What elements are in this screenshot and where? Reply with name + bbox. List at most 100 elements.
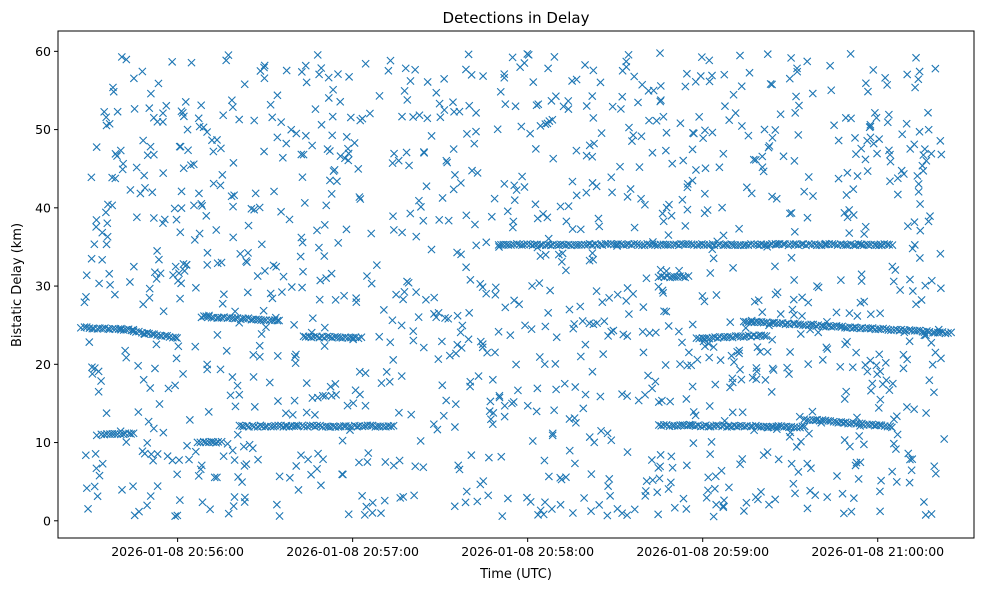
data-point xyxy=(190,235,199,244)
data-point xyxy=(656,81,665,90)
data-point xyxy=(144,417,153,426)
data-point xyxy=(110,290,119,299)
data-point xyxy=(291,350,300,359)
data-point xyxy=(102,240,111,249)
data-point xyxy=(138,67,147,76)
data-point xyxy=(362,272,371,281)
data-point xyxy=(618,92,627,101)
data-point xyxy=(683,179,692,188)
data-point xyxy=(920,145,929,154)
data-point xyxy=(852,458,861,467)
data-point xyxy=(181,97,190,106)
data-point xyxy=(503,207,512,216)
data-point xyxy=(368,498,377,507)
data-point xyxy=(736,460,745,469)
data-point xyxy=(198,498,207,507)
data-point xyxy=(467,70,476,79)
data-point xyxy=(398,112,406,121)
data-point xyxy=(931,64,940,73)
data-point xyxy=(146,384,155,393)
data-point xyxy=(843,323,852,332)
data-point xyxy=(624,123,633,132)
data-point xyxy=(587,507,596,516)
data-point xyxy=(747,189,756,198)
data-point xyxy=(868,379,877,388)
data-point xyxy=(127,429,136,438)
data-point xyxy=(229,233,238,242)
data-point xyxy=(839,509,848,518)
data-point xyxy=(607,436,616,445)
data-point xyxy=(415,111,424,120)
data-point xyxy=(116,146,125,155)
data-point xyxy=(82,271,91,280)
data-point xyxy=(150,268,159,277)
data-point xyxy=(491,348,499,357)
data-point xyxy=(113,430,122,439)
data-point xyxy=(910,240,919,249)
data-point xyxy=(936,136,945,145)
data-point xyxy=(82,323,91,332)
data-point xyxy=(660,307,669,316)
data-point xyxy=(924,217,933,226)
data-point xyxy=(876,507,885,516)
data-point xyxy=(623,511,632,520)
data-point xyxy=(345,72,354,81)
data-point xyxy=(903,222,912,231)
data-point xyxy=(637,132,646,141)
data-point xyxy=(92,222,101,231)
data-point xyxy=(597,129,606,138)
data-point xyxy=(565,446,574,455)
data-point xyxy=(752,375,761,384)
data-point xyxy=(715,163,724,172)
data-point xyxy=(585,319,594,328)
data-point xyxy=(603,429,612,438)
data-point xyxy=(323,332,332,341)
data-point xyxy=(216,181,225,190)
data-point xyxy=(356,195,365,204)
data-point xyxy=(877,476,886,485)
data-point xyxy=(224,509,233,518)
data-point xyxy=(700,342,709,351)
data-point xyxy=(572,146,581,155)
data-point xyxy=(187,58,196,67)
data-point xyxy=(756,347,765,356)
data-point xyxy=(122,438,131,447)
data-point xyxy=(931,469,940,478)
data-point xyxy=(191,447,200,456)
data-point xyxy=(517,122,526,131)
data-point xyxy=(108,83,117,92)
data-point xyxy=(217,258,226,267)
data-point xyxy=(255,352,264,361)
data-point xyxy=(576,352,585,361)
data-point xyxy=(866,386,875,395)
data-point xyxy=(709,343,718,352)
data-point xyxy=(581,340,590,349)
data-point xyxy=(616,162,625,171)
data-point xyxy=(290,396,299,405)
data-point xyxy=(375,91,384,100)
data-point xyxy=(518,172,527,181)
data-point xyxy=(419,216,428,225)
data-point xyxy=(495,393,504,402)
data-point xyxy=(866,133,875,142)
data-point xyxy=(238,478,247,487)
data-point xyxy=(184,146,193,155)
data-point xyxy=(490,194,499,203)
data-point xyxy=(594,214,603,223)
data-point xyxy=(292,129,301,138)
data-point xyxy=(402,148,411,157)
data-point xyxy=(729,358,738,367)
data-point xyxy=(716,356,725,365)
data-point xyxy=(596,78,605,87)
data-point xyxy=(87,254,96,263)
data-point xyxy=(785,74,794,83)
data-point xyxy=(764,143,773,152)
data-point xyxy=(317,64,326,73)
data-point xyxy=(512,239,521,248)
data-point xyxy=(888,241,897,250)
data-point xyxy=(136,189,145,198)
data-point xyxy=(910,405,919,414)
data-point xyxy=(517,241,526,250)
data-point xyxy=(439,411,448,420)
data-point xyxy=(917,295,926,304)
